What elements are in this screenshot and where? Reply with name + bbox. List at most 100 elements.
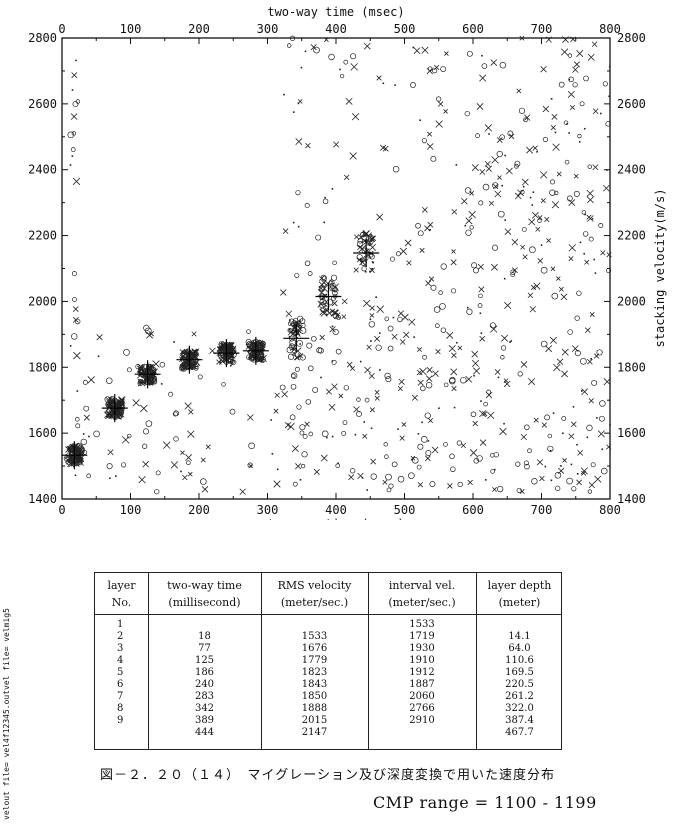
y-tick-label: 2800 [28, 31, 57, 45]
semblance-mark [484, 479, 487, 481]
semblance-mark [288, 343, 296, 350]
semblance-mark [320, 454, 328, 462]
semblance-mark [560, 293, 568, 301]
semblance-mark [403, 331, 410, 338]
semblance-mark [576, 50, 584, 58]
semblance-mark [79, 458, 82, 460]
semblance-mark [451, 288, 457, 294]
semblance-mark [446, 331, 454, 339]
semblance-mark [395, 251, 401, 257]
semblance-mark [144, 378, 147, 381]
semblance-mark [320, 274, 327, 280]
semblance-mark [417, 433, 420, 435]
semblance-mark [588, 236, 594, 242]
semblance-mark [497, 175, 502, 180]
semblance-mark [471, 359, 480, 368]
semblance-mark [73, 351, 81, 360]
semblance-mark [521, 178, 529, 186]
semblance-mark [443, 442, 448, 447]
semblance-mark [326, 309, 333, 317]
y-axis-right: 1400 1600 1800 2000 2200 2400 2600 2800 [604, 31, 646, 506]
semblance-mark [410, 82, 416, 88]
picked-velocity-crosses [61, 239, 380, 470]
semblance-mark [258, 339, 264, 345]
semblance-mark [430, 155, 437, 162]
semblance-mark [397, 316, 403, 323]
semblance-mark [587, 53, 595, 61]
semblance-mark [529, 306, 536, 313]
table-cell: 4 [117, 655, 124, 666]
semblance-mark [535, 226, 541, 232]
semblance-mark [135, 364, 141, 370]
semblance-mark [479, 168, 486, 175]
semblance-mark [107, 403, 109, 406]
semblance-mark [421, 421, 423, 424]
semblance-mark [440, 66, 447, 72]
semblance-mark [126, 367, 132, 373]
semblance-mark [285, 310, 292, 318]
semblance-mark [584, 213, 586, 216]
picked-velocity-cross [101, 394, 128, 423]
semblance-mark [325, 293, 327, 296]
semblance-mark [465, 217, 473, 225]
semblance-mark [603, 184, 610, 192]
semblance-mark [558, 286, 564, 292]
semblance-mark [316, 347, 323, 354]
semblance-mark [313, 46, 320, 54]
semblance-mark [371, 267, 373, 270]
semblance-mark [71, 271, 77, 277]
semblance-mark [370, 234, 372, 236]
semblance-mark [468, 210, 476, 219]
semblance-mark [478, 286, 485, 293]
semblance-mark [424, 455, 431, 462]
semblance-mark [301, 451, 308, 458]
semblance-mark [197, 374, 203, 380]
semblance-mark [569, 105, 576, 111]
semblance-mark [307, 271, 313, 276]
semblance-mark [583, 252, 586, 255]
semblance-mark [466, 308, 473, 315]
semblance-mark [520, 244, 526, 250]
semblance-mark [587, 489, 593, 494]
semblance-mark [366, 344, 372, 350]
semblance-mark [368, 373, 375, 380]
semblance-mark [500, 345, 507, 351]
semblance-mark [470, 411, 477, 418]
semblance-mark [581, 210, 587, 215]
semblance-mark [173, 341, 175, 343]
semblance-mark [297, 102, 300, 105]
semblance-mark [68, 451, 71, 453]
semblance-mark [562, 458, 567, 463]
semblance-mark [119, 398, 125, 404]
y-tick-label: 1800 [28, 360, 57, 374]
semblance-mark [375, 344, 382, 351]
semblance-mark [93, 430, 100, 438]
semblance-mark [331, 280, 333, 283]
semblance-mark [556, 171, 562, 177]
semblance-mark [288, 318, 295, 324]
semblance-mark [323, 221, 325, 224]
semblance-mark [469, 449, 478, 457]
semblance-mark [579, 101, 585, 107]
semblance-mark [547, 445, 554, 452]
semblance-mark [230, 364, 232, 367]
semblance-mark [426, 366, 433, 374]
semblance-mark [532, 145, 538, 151]
semblance-mark [299, 424, 306, 431]
semblance-mark [239, 488, 246, 495]
table-divider [261, 573, 262, 749]
semblance-mark [290, 383, 297, 390]
table-cell: 1779 [301, 655, 328, 666]
semblance-mark [282, 228, 289, 235]
semblance-mark [142, 443, 148, 449]
semblance-mark [486, 389, 492, 395]
semblance-mark [455, 164, 458, 166]
semblance-mark [606, 268, 612, 274]
semblance-mark [117, 416, 120, 418]
table-cell: 1910 [409, 655, 435, 666]
y-tick-label: 2800 [617, 31, 646, 45]
semblance-mark [72, 446, 74, 448]
semblance-mark [105, 377, 113, 384]
semblance-mark [363, 421, 366, 423]
